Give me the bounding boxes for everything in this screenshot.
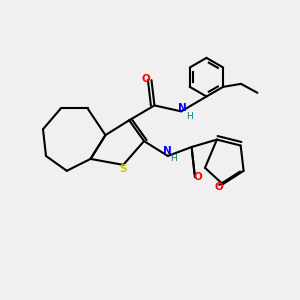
Text: H: H — [186, 112, 193, 121]
Text: O: O — [215, 182, 224, 192]
Text: H: H — [170, 154, 177, 164]
Text: S: S — [119, 164, 127, 174]
Text: N: N — [163, 146, 172, 157]
Text: O: O — [142, 74, 151, 84]
Text: O: O — [193, 172, 202, 182]
Text: N: N — [178, 103, 187, 113]
